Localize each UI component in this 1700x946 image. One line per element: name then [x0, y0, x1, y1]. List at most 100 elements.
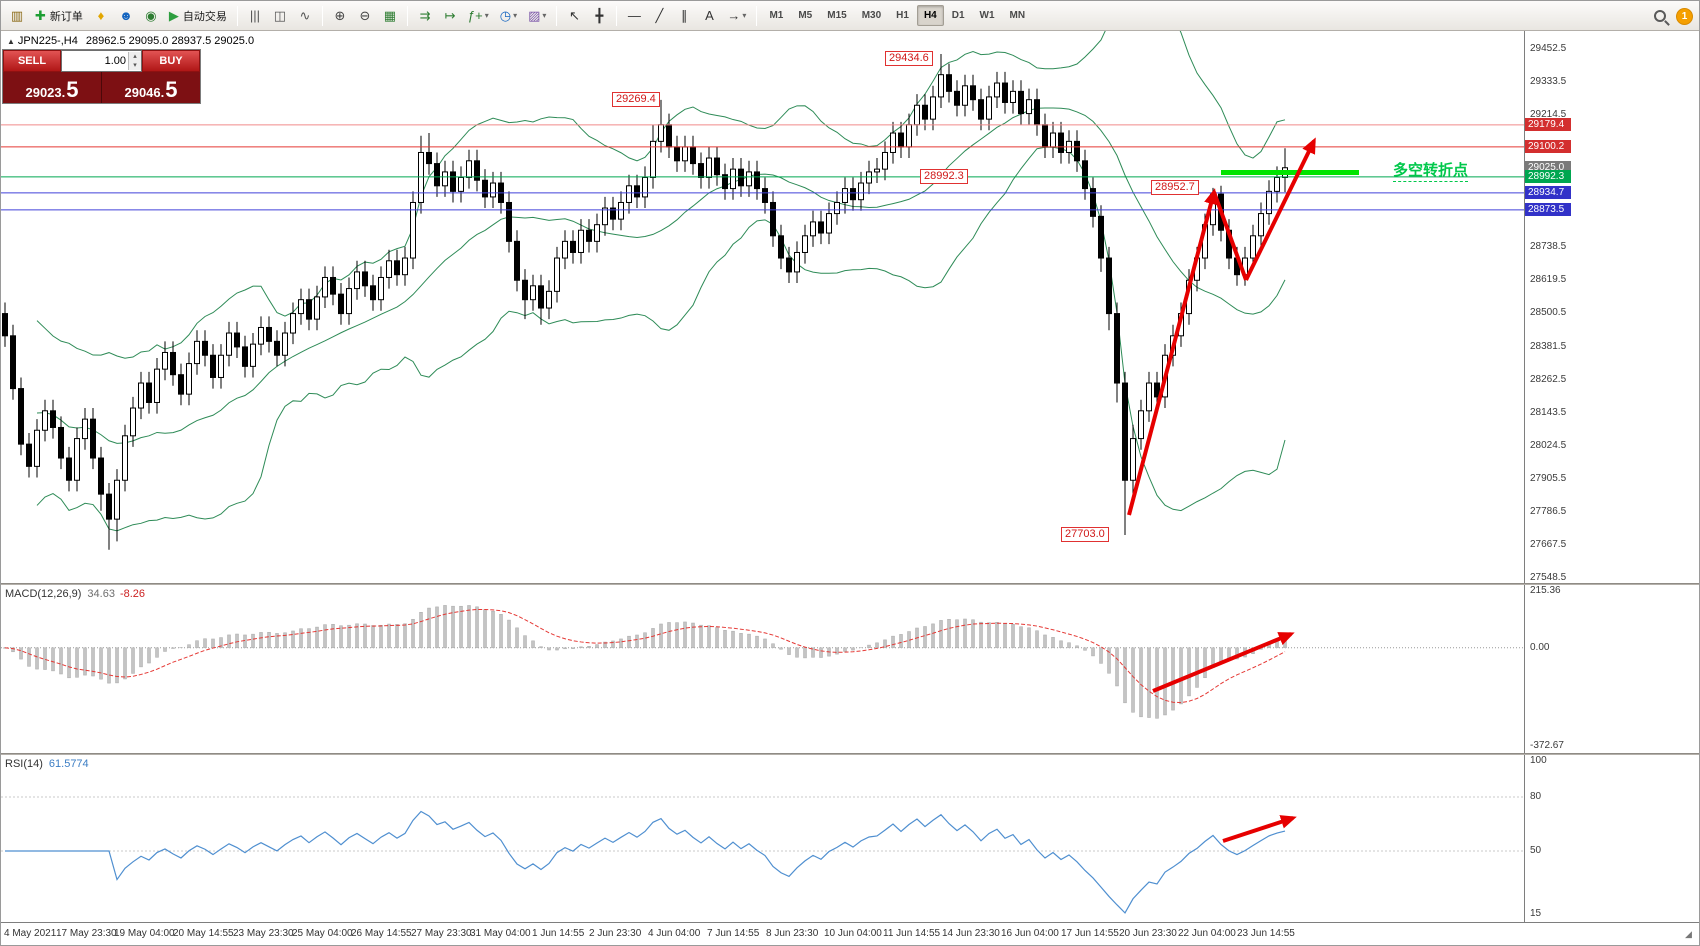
rsi-panel — [1, 796, 1524, 914]
autotrading-button[interactable]: ▶ 自动交易 — [164, 4, 232, 28]
timeframe-m15[interactable]: M15 — [827, 10, 847, 21]
macd-axis-label: -372.67 — [1530, 740, 1564, 752]
candle — [786, 257, 792, 273]
time-axis-label: 23 May 23:30 — [233, 928, 294, 939]
candle — [642, 176, 648, 198]
volume-down-icon[interactable]: ▾ — [129, 61, 141, 70]
zoom-out-button[interactable]: ⊖ — [353, 4, 377, 28]
timeframe-m5[interactable]: M5 — [798, 10, 813, 21]
candle — [202, 340, 208, 356]
candle — [994, 82, 1000, 98]
chart-canvas[interactable] — [1, 31, 1524, 922]
candle — [386, 260, 392, 278]
sell-button[interactable]: SELL — [3, 50, 61, 72]
candle — [322, 276, 328, 298]
candle — [1130, 438, 1136, 481]
channel-tool-button[interactable]: ∥ — [672, 4, 696, 28]
price-annotation[interactable]: 27703.0 — [1061, 527, 1109, 542]
auto-scroll-button[interactable]: ⇉ — [413, 4, 437, 28]
line-chart-button[interactable]: ∿ — [293, 4, 317, 28]
candle — [34, 429, 40, 467]
candle — [802, 235, 808, 253]
price-axis[interactable]: 29452.529333.529214.529095.528976.528857… — [1524, 31, 1699, 922]
candles-chart-button[interactable]: ◫ — [268, 4, 292, 28]
candle — [394, 260, 400, 276]
price-annotation[interactable]: 29269.4 — [612, 92, 660, 107]
volume-up-icon[interactable]: ▴ — [129, 52, 141, 61]
timeframe-h1[interactable]: H1 — [896, 10, 909, 21]
price-annotation[interactable]: 29434.6 — [885, 51, 933, 66]
chart-shift-button[interactable]: ↦ — [438, 4, 462, 28]
new-order-icon: ✚ — [35, 8, 46, 23]
new-order-button[interactable]: ✚ 新订单 — [30, 4, 88, 28]
buy-price[interactable]: 29046. 5 — [102, 72, 200, 103]
price-level-tag: 29100.2 — [1525, 140, 1571, 154]
trendline-tool-button[interactable]: ╱ — [647, 4, 671, 28]
notification-badge[interactable]: 1 — [1676, 7, 1693, 25]
megaphone-button[interactable]: ♦ — [89, 4, 113, 28]
time-axis[interactable]: ◢ 4 May 2021 17 May 23:30 19 May 04:00 20 M… — [1, 922, 1699, 945]
buy-price-main: 29046. — [124, 84, 165, 100]
timeframe-m30[interactable]: M30 — [861, 10, 882, 21]
timeframe-mn[interactable]: MN — [1009, 10, 1026, 21]
horizontal-line-icon: — — [627, 8, 641, 23]
candles-chart-icon: ◫ — [273, 8, 287, 23]
candle — [122, 435, 128, 481]
price-annotation[interactable]: 28952.7 — [1151, 180, 1199, 195]
candle — [258, 326, 264, 345]
search-icon[interactable] — [1654, 10, 1666, 22]
candle — [594, 224, 600, 242]
scroll-end-icon[interactable]: ◢ — [1685, 929, 1692, 939]
market-button[interactable]: ◉ — [139, 4, 163, 28]
panel-separator[interactable] — [1, 753, 1699, 755]
timeframe-m1[interactable]: M1 — [769, 10, 784, 21]
timeframe-w1[interactable]: W1 — [979, 10, 995, 21]
text-icon: A — [705, 8, 714, 23]
new-chart-button[interactable]: ▥ — [5, 4, 29, 28]
price-annotation[interactable]: 28992.3 — [920, 169, 968, 184]
trend-arrow — [1152, 632, 1295, 693]
periods-button[interactable]: ◷ ▾ — [495, 4, 522, 28]
crosshair-button[interactable]: ╋ — [587, 4, 611, 28]
macd-axis-label: 215.36 — [1530, 585, 1561, 597]
tile-windows-button[interactable]: ▦ — [378, 4, 402, 28]
templates-button[interactable]: ▨ ▾ — [523, 4, 551, 28]
cursor-button[interactable]: ↖ — [562, 4, 586, 28]
hline-tool-button[interactable]: — — [622, 4, 646, 28]
text-tool-button[interactable]: A — [697, 4, 721, 28]
time-axis-label: 14 Jun 23:30 — [942, 928, 1000, 939]
timeframe-d1[interactable]: D1 — [951, 10, 965, 21]
timeframe-h4[interactable]: H4 — [916, 5, 944, 26]
sell-price[interactable]: 29023. 5 — [3, 72, 102, 103]
candle — [954, 90, 960, 106]
community-button[interactable]: ☻ — [114, 4, 138, 28]
volume-field[interactable]: ▴ ▾ — [61, 50, 142, 72]
candle — [538, 285, 544, 309]
zoom-in-button[interactable]: ⊕ — [328, 4, 352, 28]
panel-separator[interactable] — [1, 583, 1699, 585]
candle — [410, 201, 416, 259]
price-axis-label: 27667.5 — [1530, 538, 1567, 550]
candle — [602, 207, 608, 226]
candle — [98, 457, 104, 495]
candle — [186, 363, 192, 395]
indicators-button[interactable]: ƒ+ ▾ — [463, 4, 494, 28]
buy-button[interactable]: BUY — [142, 50, 200, 72]
price-axis-label: 27905.5 — [1530, 472, 1567, 484]
bollinger-band-line — [36, 31, 1286, 359]
time-axis-label: 25 May 04:00 — [292, 928, 353, 939]
time-axis-label: 1 Jun 14:55 — [532, 928, 585, 939]
new-order-button-label: 新订单 — [49, 10, 83, 23]
bollinger-band-line — [36, 146, 1286, 532]
bars-chart-button[interactable]: ||| — [243, 4, 267, 28]
macd-signal-line — [4, 608, 1286, 704]
auto-scroll-icon: ⇉ — [419, 8, 431, 23]
shapes-tool-button[interactable]: → ▾ — [722, 4, 751, 28]
candle — [898, 132, 904, 148]
time-axis-label: 23 Jun 14:55 — [1237, 928, 1295, 939]
candle — [1002, 82, 1008, 103]
candle — [418, 151, 424, 203]
candle — [290, 313, 296, 334]
volume-input[interactable] — [62, 55, 128, 67]
